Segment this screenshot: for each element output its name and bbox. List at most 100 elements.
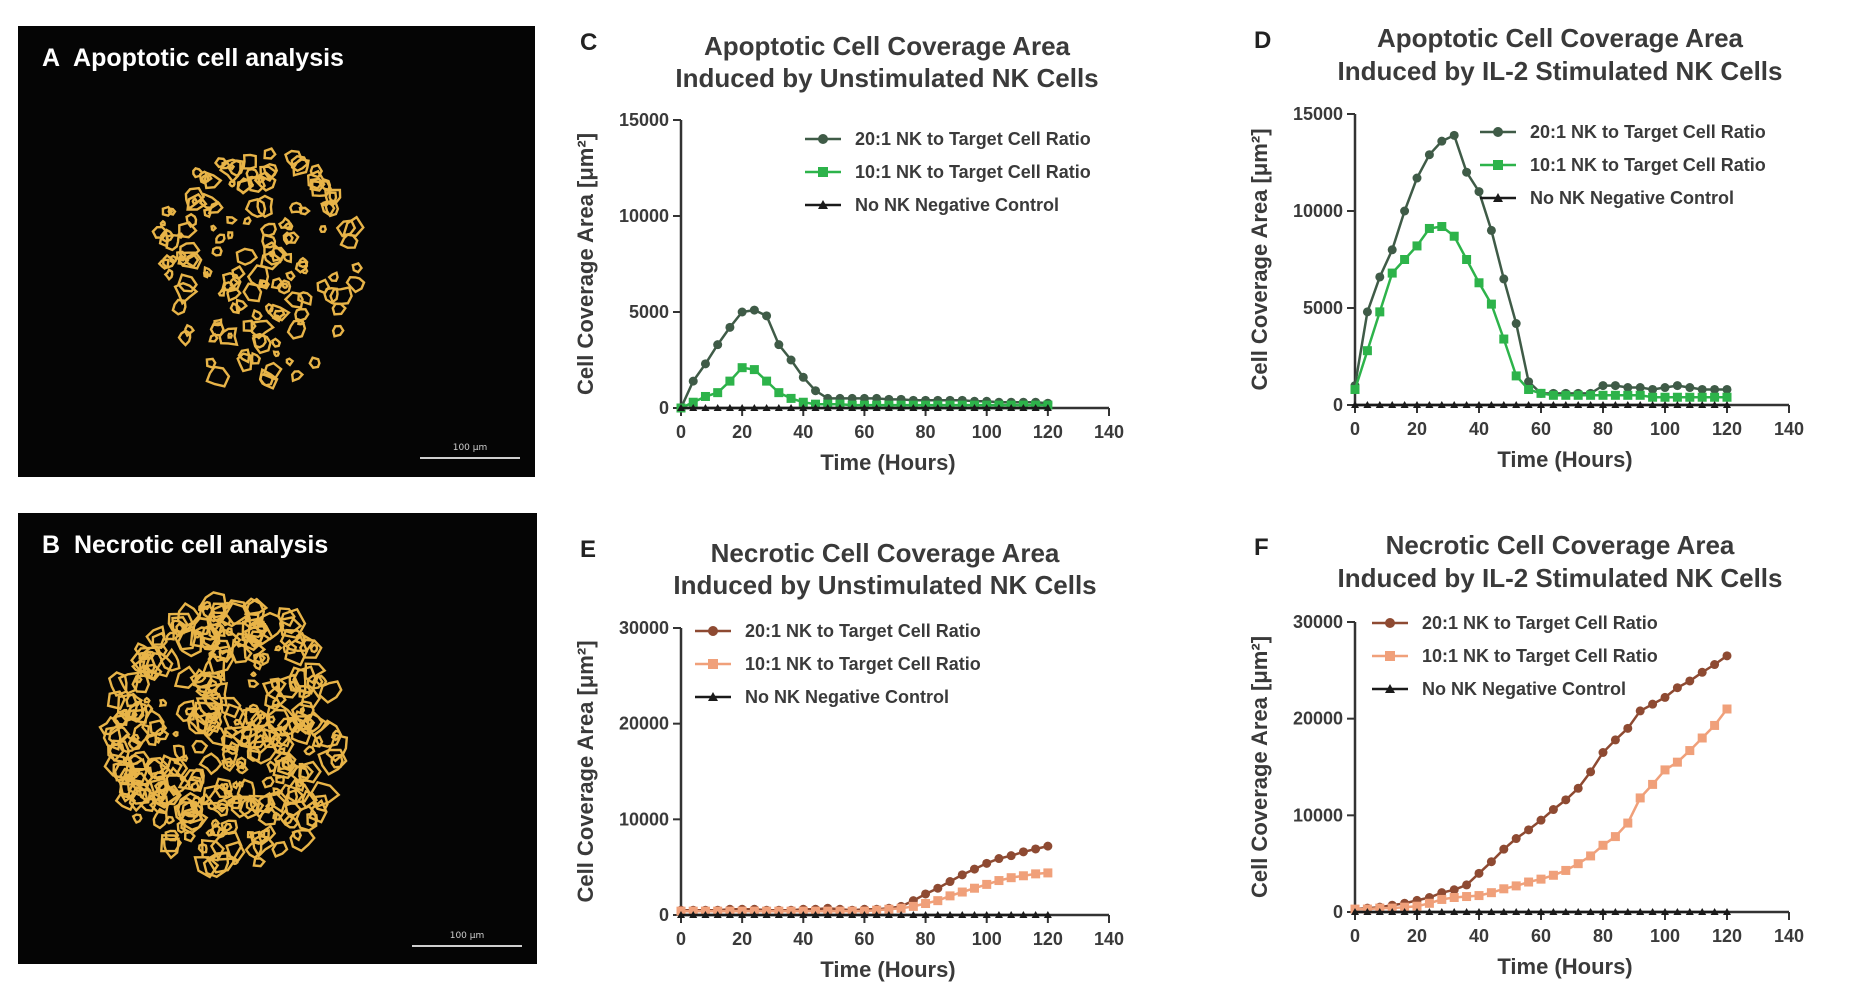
x-tick-label: 140 <box>1774 926 1804 946</box>
data-point <box>1710 660 1720 670</box>
data-point <box>749 365 759 375</box>
cell-outline <box>146 669 158 681</box>
cell-outline <box>237 708 262 732</box>
cell-outline <box>112 709 129 726</box>
data-point <box>1424 893 1434 902</box>
cell-outline <box>171 298 187 316</box>
data-point <box>1387 900 1397 910</box>
x-tick-label: 40 <box>793 422 813 442</box>
cell-outline <box>281 282 289 289</box>
cell-outline <box>272 811 282 821</box>
data-point <box>1586 388 1596 398</box>
data-point <box>749 904 759 914</box>
data-point <box>1499 908 1508 915</box>
data-point <box>848 911 857 918</box>
cell-outline <box>203 171 223 190</box>
cell-outline <box>271 314 282 323</box>
data-point <box>835 399 845 409</box>
data-point <box>737 363 747 373</box>
data-point <box>1661 908 1669 915</box>
data-point <box>1462 167 1472 177</box>
data-point <box>1623 818 1633 828</box>
cell-outline <box>192 167 204 179</box>
data-point <box>945 891 955 901</box>
data-point <box>1561 388 1571 398</box>
data-point <box>1362 903 1372 913</box>
data-point <box>847 393 857 403</box>
data-point <box>1400 401 1409 408</box>
cell-outline <box>308 798 328 824</box>
data-point <box>1573 783 1583 793</box>
cell-outline <box>211 802 229 817</box>
cell-outline <box>242 153 258 170</box>
data-point <box>1511 371 1521 381</box>
data-point <box>823 404 832 411</box>
data-point <box>908 896 918 906</box>
legend-entry-label: 20:1 NK to Target Cell Ratio <box>855 129 1091 149</box>
data-point <box>725 322 735 332</box>
cell-outline <box>278 607 307 640</box>
cell-outline <box>222 823 233 833</box>
legend-marker <box>708 692 718 701</box>
cell-outline <box>142 703 154 716</box>
data-point <box>1723 401 1731 408</box>
cell-outline <box>224 601 252 625</box>
data-point <box>1486 857 1496 867</box>
cell-outline <box>232 780 239 790</box>
cell-outline <box>107 743 125 762</box>
data-point <box>688 906 698 916</box>
data-point <box>1375 908 1384 915</box>
cell-outline <box>282 252 293 264</box>
cell-outline <box>262 361 283 381</box>
cell-outline <box>270 246 289 263</box>
data-point <box>847 400 857 410</box>
data-point <box>786 905 796 915</box>
y-axis-label: Cell Coverage Area [μm²] <box>573 133 598 395</box>
cell-outline <box>213 318 223 327</box>
data-point <box>958 404 967 411</box>
x-tick-label: 140 <box>1094 929 1124 949</box>
data-point <box>1561 908 1570 915</box>
x-tick-label: 0 <box>1350 926 1360 946</box>
cell-outline <box>148 777 170 800</box>
data-point <box>847 905 857 915</box>
cell-outline <box>230 795 257 819</box>
cell-outline <box>222 281 235 292</box>
data-point <box>1672 381 1682 391</box>
data-point <box>1524 401 1533 408</box>
data-point <box>1586 390 1596 400</box>
data-point <box>1006 397 1016 407</box>
cell-outline <box>316 278 331 295</box>
cell-outline <box>288 666 307 693</box>
data-point <box>884 394 894 404</box>
cell-outline <box>261 679 282 701</box>
data-point <box>1486 225 1496 235</box>
data-point <box>969 400 979 410</box>
cell-outline <box>107 671 128 698</box>
data-point <box>786 355 796 365</box>
cell-outline <box>283 222 294 231</box>
legend-entry-label: No NK Negative Control <box>745 687 949 707</box>
cell-outline <box>172 730 179 738</box>
data-point <box>1499 844 1509 854</box>
cell-outline <box>131 813 143 825</box>
data-point <box>737 904 747 914</box>
data-point <box>1623 908 1632 915</box>
x-tick-label: 100 <box>972 929 1002 949</box>
cell-outline <box>203 724 226 747</box>
data-point <box>1524 825 1534 835</box>
cell-outline <box>211 246 223 257</box>
cell-outline <box>298 684 313 699</box>
data-point <box>896 400 906 410</box>
data-point <box>1424 223 1434 233</box>
data-point <box>970 404 979 411</box>
data-point <box>872 905 882 915</box>
data-point <box>884 903 894 913</box>
data-point <box>1486 299 1496 309</box>
cell-outline <box>184 323 196 338</box>
legend-marker <box>818 200 828 209</box>
data-point <box>1475 908 1483 915</box>
legend-marker <box>818 167 828 177</box>
legend-entry-label: No NK Negative Control <box>1422 679 1626 699</box>
